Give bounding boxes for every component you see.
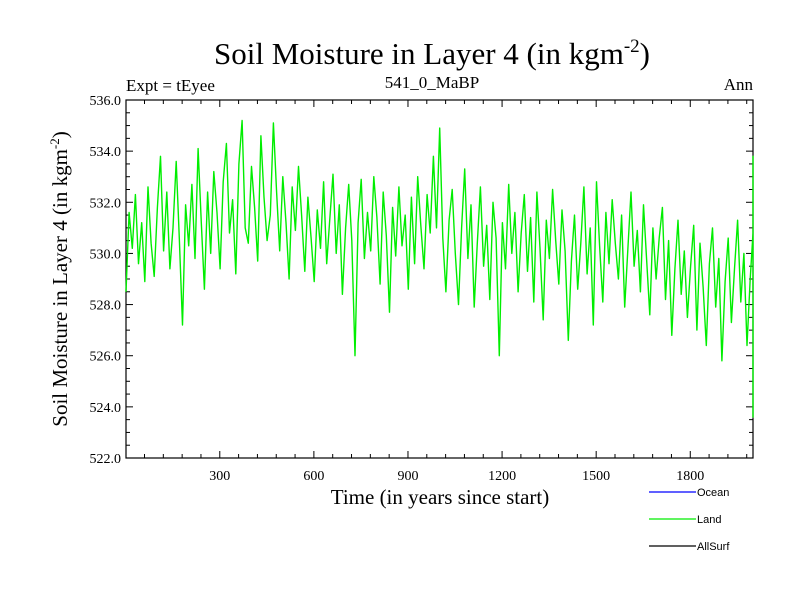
- chart-title-close: ): [640, 36, 650, 71]
- x-axis: 300 600 900 1200 1500 1800: [144, 100, 748, 484]
- period-label: Ann: [724, 75, 754, 94]
- x-tick-label: 300: [209, 469, 230, 484]
- legend-label-land: Land: [697, 514, 721, 526]
- x-tick-label: 1500: [582, 469, 610, 484]
- y-axis-label-superscript: -2: [47, 138, 62, 149]
- chart-title-superscript: -2: [624, 36, 640, 57]
- y-tick-label: 530.0: [90, 247, 122, 262]
- chart-title: Soil Moisture in Layer 4 (in kgm-2): [214, 36, 650, 71]
- x-tick-label: 600: [303, 469, 324, 484]
- y-tick-label: 528.0: [90, 299, 122, 314]
- experiment-label: Expt = tEyee: [126, 76, 215, 95]
- x-tick-label: 900: [397, 469, 418, 484]
- legend: Ocean Land AllSurf: [649, 487, 730, 553]
- x-tick-label: 1200: [488, 469, 516, 484]
- x-axis-label: Time (in years since start): [331, 485, 550, 509]
- y-tick-label: 534.0: [90, 145, 122, 160]
- y-axis-label-close: ): [48, 131, 72, 138]
- series-line-land: [125, 119, 754, 418]
- run-label: 541_0_MaBP: [385, 73, 479, 92]
- y-tick-label: 522.0: [90, 452, 122, 467]
- x-tick-label: 1800: [676, 469, 704, 484]
- y-tick-label: 526.0: [90, 350, 122, 365]
- y-tick-label: 536.0: [90, 94, 122, 109]
- y-axis: 522.0 524.0 526.0 528.0 530.0 532.0 534.0 536.0: [90, 94, 753, 467]
- y-tick-label: 532.0: [90, 196, 122, 211]
- y-tick-label: 524.0: [90, 401, 122, 416]
- series-layer: [125, 119, 754, 418]
- legend-label-allsurf: AllSurf: [697, 541, 730, 553]
- legend-label-ocean: Ocean: [697, 487, 729, 499]
- y-axis-label: Soil Moisture in Layer 4 (in kgm-2): [47, 131, 72, 426]
